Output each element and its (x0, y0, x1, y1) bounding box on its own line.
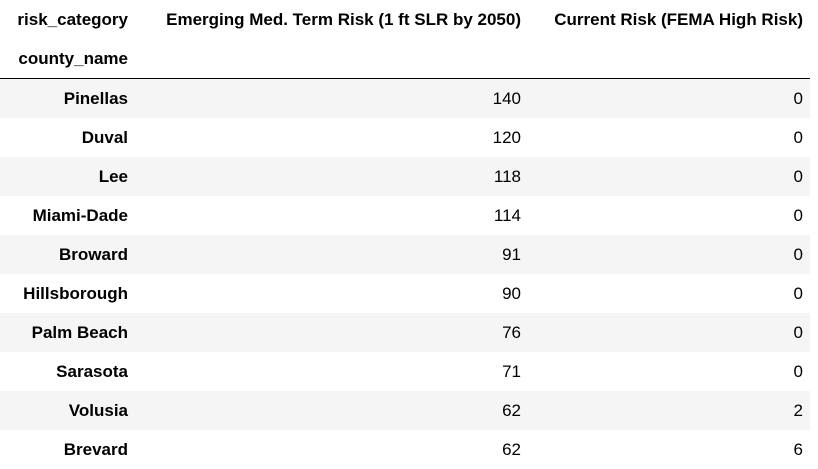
row-index-county: Hillsborough (0, 274, 135, 313)
cell-current-risk: 0 (528, 196, 810, 235)
row-index-county: Duval (0, 118, 135, 157)
column-header-emerging-risk: Emerging Med. Term Risk (1 ft SLR by 205… (135, 0, 528, 39)
cell-emerging-risk: 90 (135, 274, 528, 313)
row-index-county: Volusia (0, 391, 135, 430)
cell-emerging-risk: 62 (135, 430, 528, 469)
row-index-county: Brevard (0, 430, 135, 469)
row-index-county: Lee (0, 157, 135, 196)
table-header: risk_category Emerging Med. Term Risk (1… (0, 0, 810, 79)
cell-current-risk: 6 (528, 430, 810, 469)
row-index-county: Sarasota (0, 352, 135, 391)
row-index-county: Palm Beach (0, 313, 135, 352)
cell-emerging-risk: 140 (135, 79, 528, 119)
cell-current-risk: 2 (528, 391, 810, 430)
empty-header-cell (528, 39, 810, 79)
cell-emerging-risk: 114 (135, 196, 528, 235)
columns-name-label: risk_category (0, 0, 135, 39)
row-index-county: Broward (0, 235, 135, 274)
cell-current-risk: 0 (528, 157, 810, 196)
cell-emerging-risk: 91 (135, 235, 528, 274)
cell-emerging-risk: 118 (135, 157, 528, 196)
cell-current-risk: 0 (528, 352, 810, 391)
cell-current-risk: 0 (528, 313, 810, 352)
index-name-label: county_name (0, 39, 135, 79)
cell-current-risk: 0 (528, 118, 810, 157)
row-index-county: Miami-Dade (0, 196, 135, 235)
cell-emerging-risk: 71 (135, 352, 528, 391)
cell-emerging-risk: 62 (135, 391, 528, 430)
cell-current-risk: 0 (528, 235, 810, 274)
row-index-county: Pinellas (0, 79, 135, 119)
cell-emerging-risk: 76 (135, 313, 528, 352)
column-header-current-risk: Current Risk (FEMA High Risk) (528, 0, 810, 39)
empty-header-cell (135, 39, 528, 79)
cell-current-risk: 0 (528, 79, 810, 119)
column-header-row: risk_category Emerging Med. Term Risk (1… (0, 0, 810, 39)
index-name-row: county_name (0, 39, 810, 79)
cell-current-risk: 0 (528, 274, 810, 313)
cell-emerging-risk: 120 (135, 118, 528, 157)
